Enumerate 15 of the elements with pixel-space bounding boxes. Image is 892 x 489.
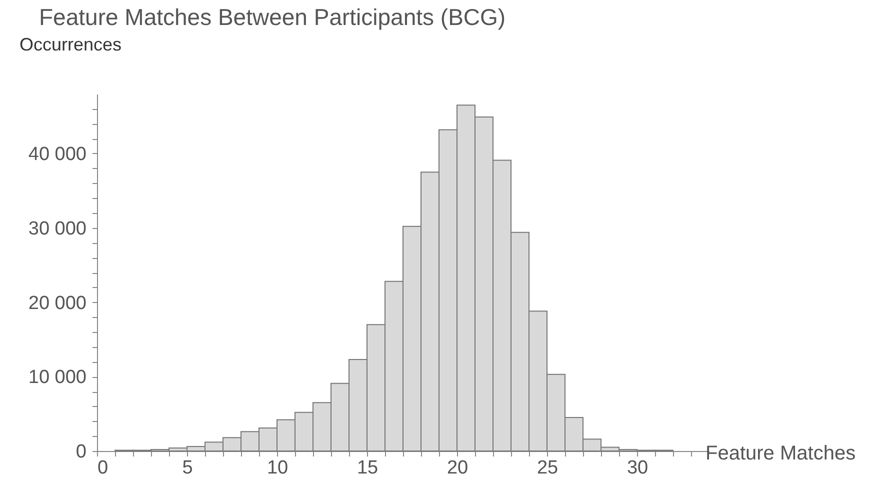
y-tick-label: 0 <box>76 442 86 462</box>
y-tick-label: 40 000 <box>28 144 86 165</box>
y-tick-label: 30 000 <box>28 218 86 240</box>
x-tick-label: 15 <box>356 458 378 478</box>
y-axis-title: Occurrences <box>20 34 122 54</box>
chart-title: Feature Matches Between Participants (BCG) <box>39 4 506 30</box>
x-tick-label: 0 <box>98 458 108 478</box>
x-tick-label: 10 <box>266 458 288 478</box>
y-tick-label: 10 000 <box>28 367 86 388</box>
x-tick-label: 20 <box>446 458 468 478</box>
x-tick-label: 5 <box>182 458 193 478</box>
x-tick-label: 25 <box>536 458 558 478</box>
x-tick-label: 30 <box>626 458 648 478</box>
y-tick-label: 20 000 <box>28 292 86 314</box>
x-axis-title: Feature Matches <box>706 442 856 464</box>
